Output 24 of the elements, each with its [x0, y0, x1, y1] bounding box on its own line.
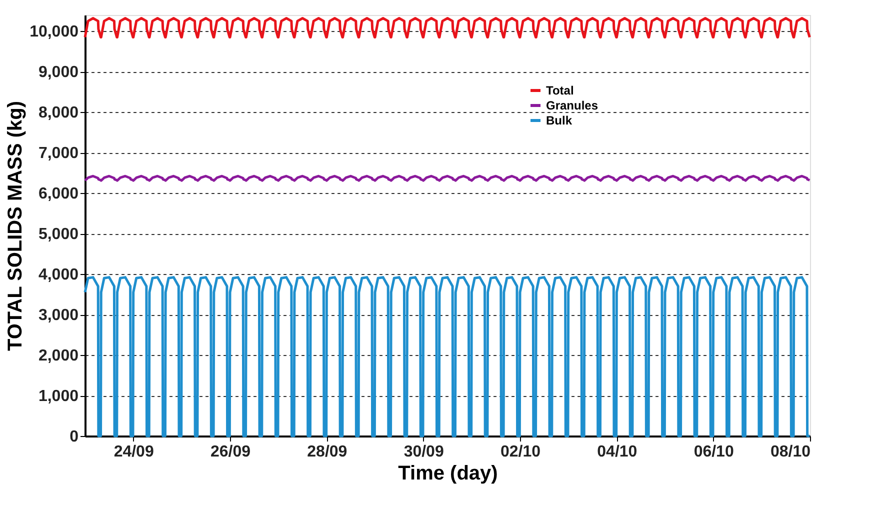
y-tick-label: 10,000 [30, 24, 79, 41]
y-tick-label: 3,000 [38, 307, 79, 324]
y-tick-label: 1,000 [38, 388, 79, 406]
legend-label: Total [546, 84, 574, 98]
x-tick-label: 04/10 [597, 444, 638, 460]
y-axis-title: TOTAL SOLIDS MASS (kg) [4, 100, 27, 352]
y-tick-label: 4,000 [38, 266, 79, 284]
x-axis-title: Time (day) [398, 462, 498, 484]
x-tick-label: 06/10 [694, 444, 734, 460]
legend-label: Granules [546, 98, 598, 112]
y-tick-label: 6,000 [38, 186, 79, 203]
x-tick-label: 24/09 [114, 444, 154, 460]
legend-label: Bulk [546, 114, 572, 128]
x-tick-label: 30/09 [404, 444, 444, 460]
y-tick-label: 7,000 [38, 145, 79, 162]
x-tick-label: 28/09 [307, 444, 348, 460]
y-tick-label: 0 [70, 428, 79, 446]
y-tick-label: 5,000 [38, 226, 79, 244]
y-tick-label: 2,000 [38, 348, 79, 365]
x-tick-label: 26/09 [210, 444, 251, 460]
y-tick-label: 8,000 [38, 104, 79, 122]
y-tick-label: 9,000 [38, 64, 79, 82]
x-tick-label: 08/10 [770, 444, 811, 460]
x-tick-label: 02/10 [500, 444, 541, 460]
